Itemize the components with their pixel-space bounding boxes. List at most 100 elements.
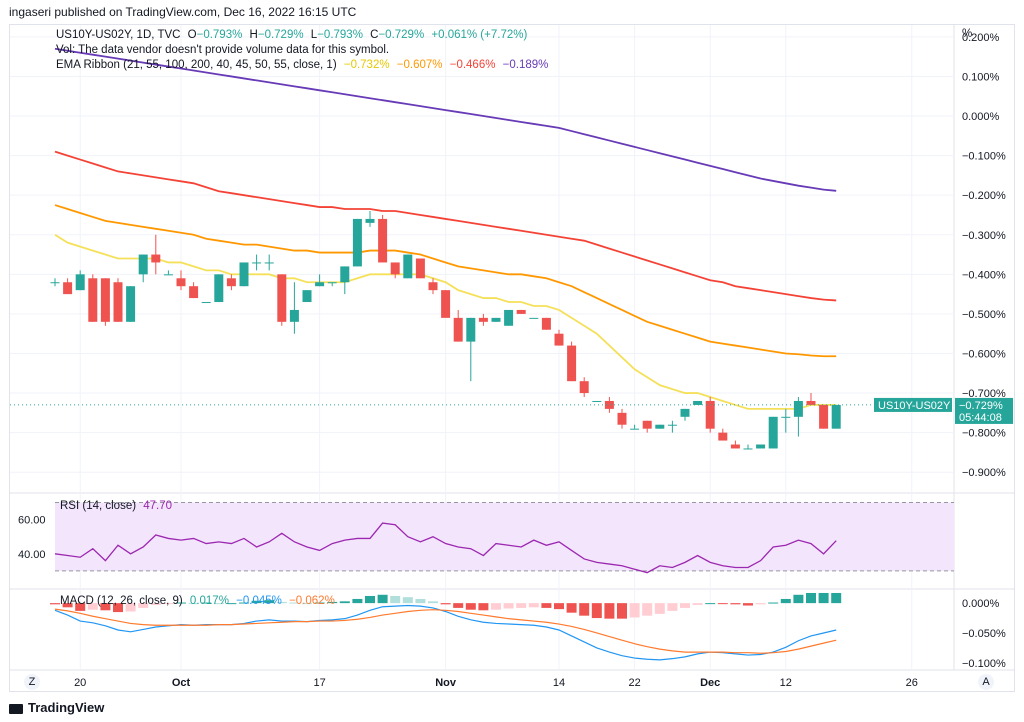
macd-histogram-bar: [617, 603, 627, 619]
macd-signal-value: −0.062%: [289, 595, 335, 607]
macd-histogram-bar: [755, 603, 766, 605]
change-value: +0.061% (+7.72%): [431, 29, 528, 41]
tradingview-logo: TradingView: [9, 700, 104, 715]
ema-legend[interactable]: EMA Ribbon (21, 55, 100, 200, 40, 45, 50…: [56, 59, 552, 71]
candle: [289, 282, 299, 334]
macd-axis-label: −0.100%: [962, 658, 1006, 670]
candle-body: [277, 274, 287, 322]
h-label: H: [249, 29, 258, 41]
candle-body: [793, 400, 803, 417]
candle-body: [239, 262, 249, 287]
macd-histogram-bar: [768, 602, 779, 604]
macd-histogram-bar: [138, 603, 149, 608]
candle-body: [340, 266, 350, 283]
macd-histogram-bar: [566, 603, 577, 613]
macd-legend[interactable]: MACD (12, 26, close, 9) 0.017% −0.045% −…: [60, 595, 339, 607]
rsi-label: RSI (14, close): [60, 500, 137, 512]
ema2-value: −0.607%: [396, 59, 443, 71]
auto-scale-button[interactable]: A: [978, 674, 994, 690]
candle-body: [743, 448, 753, 450]
macd-histogram-bar: [692, 603, 703, 605]
candle: [390, 262, 400, 279]
candle: [743, 444, 753, 450]
macd-histogram-bar: [730, 603, 741, 605]
price-axis-label: −0.100%: [962, 151, 1006, 163]
candle-body: [831, 404, 841, 429]
ema4-value: −0.189%: [502, 59, 549, 71]
time-axis-label: 20: [74, 677, 86, 689]
price-tag-countdown: 05:44:08: [959, 412, 1002, 424]
candle-body: [554, 333, 564, 346]
time-axis-label: 14: [553, 677, 565, 689]
macd-histogram-bar: [440, 603, 451, 605]
candle: [126, 286, 136, 322]
candle: [75, 270, 85, 291]
candle: [541, 317, 551, 330]
macd-histogram-bar: [516, 603, 527, 608]
price-axis-label: −0.600%: [962, 348, 1006, 360]
candle: [415, 258, 425, 279]
rsi-value: 47.70: [143, 500, 173, 512]
candle-body: [630, 428, 640, 430]
macd-histogram-bar: [541, 603, 552, 608]
macd-axis-label: 0.000%: [962, 598, 1000, 610]
macd-histogram-bar: [503, 603, 514, 609]
macd-histogram-bar: [793, 594, 804, 604]
macd-histogram-bar: [667, 603, 678, 611]
rsi-legend[interactable]: RSI (14, close) 47.70: [60, 500, 176, 512]
symbol-info[interactable]: US10Y-US02Y, 1D, TVC: [56, 29, 181, 41]
candle: [516, 309, 526, 314]
price-axis-label: −0.500%: [962, 309, 1006, 321]
macd-histogram-bar: [352, 598, 363, 604]
rsi-band: [55, 502, 954, 571]
candle: [340, 266, 350, 295]
macd-histogram-bar: [314, 602, 325, 604]
candle: [352, 218, 362, 267]
candle: [567, 341, 577, 382]
price-axis-label: −0.300%: [962, 230, 1006, 242]
ema4-line: [54, 47, 837, 192]
chart-frame[interactable]: [9, 24, 1015, 692]
macd-histogram-bar: [188, 603, 199, 605]
macd-histogram-bar: [680, 603, 690, 608]
candle: [277, 274, 287, 326]
price-legend: US10Y-US02Y, 1D, TVC O−0.793% H−0.729% L…: [56, 29, 531, 41]
macd-histogram-bar: [50, 603, 60, 605]
candle-body: [491, 317, 501, 322]
macd-histogram-bar: [415, 598, 426, 604]
candle: [365, 211, 375, 227]
candle: [252, 254, 262, 271]
high-value: −0.729%: [257, 29, 304, 41]
publish-info: ingaseri published on TradingView.com, D…: [9, 5, 357, 19]
price-axis-label: −0.800%: [962, 428, 1006, 440]
symbol-tag-bg: [874, 397, 952, 412]
macd-histogram-bar: [818, 592, 829, 604]
macd-signal-line: [54, 608, 837, 654]
candle-body: [415, 258, 425, 279]
candle: [138, 254, 148, 283]
candle: [453, 309, 463, 342]
candle: [579, 377, 589, 398]
candle-body: [378, 218, 388, 263]
unit-label: %: [962, 28, 973, 40]
time-axis-label: Nov: [435, 677, 457, 689]
time-axis-label: 22: [628, 677, 640, 689]
candle: [617, 408, 627, 429]
macd-label: MACD (12, 26, close, 9): [60, 595, 183, 607]
time-axis-label: 17: [313, 677, 325, 689]
macd-histogram-bar: [226, 603, 237, 605]
candle: [655, 424, 665, 429]
candle: [403, 254, 413, 279]
macd-histogram-bar: [113, 603, 123, 613]
macd-histogram-bar: [289, 602, 300, 604]
candle-body: [315, 282, 325, 287]
price-tag-bg: [955, 397, 1013, 424]
candle: [831, 404, 841, 429]
z-button[interactable]: Z: [24, 674, 40, 690]
candle-body: [151, 254, 161, 263]
brand-text: TradingView: [28, 700, 105, 715]
rsi-line: [54, 522, 837, 574]
volume-legend[interactable]: Vol: The data vendor doesn't provide vol…: [56, 44, 390, 56]
macd-histogram-bar: [478, 603, 489, 611]
